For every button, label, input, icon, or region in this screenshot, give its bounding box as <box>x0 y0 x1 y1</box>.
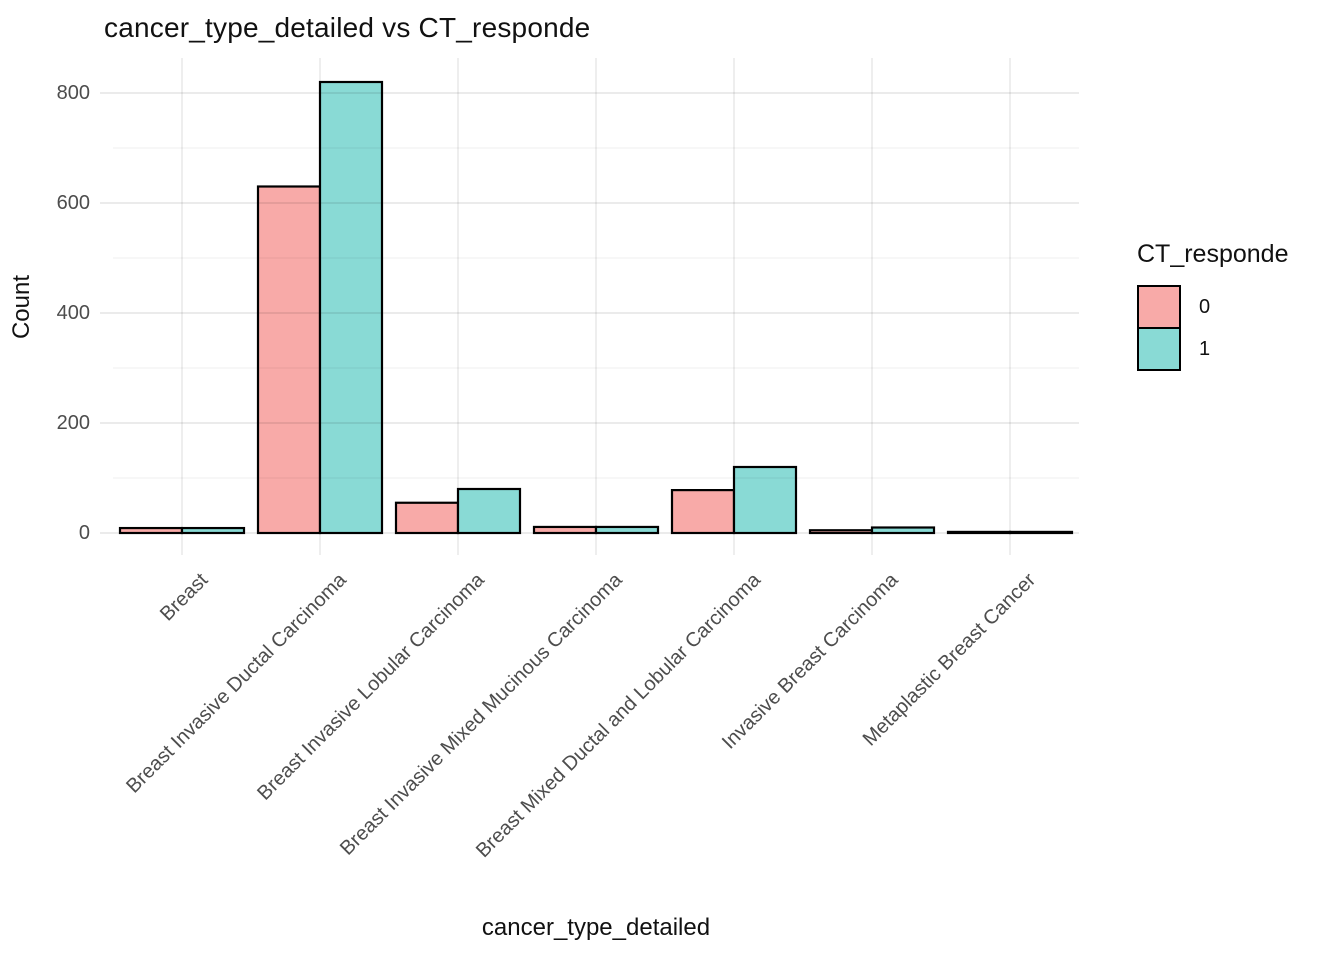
legend-item-0: 0 <box>1137 285 1288 329</box>
bar-1-0 <box>180 526 246 535</box>
x-axis-title: cancer_type_detailed <box>481 914 711 941</box>
bar-0-2 <box>394 501 460 535</box>
y-tick-label: 600 <box>56 192 90 214</box>
y-tick-label: 0 <box>78 522 90 544</box>
bar-0-1 <box>256 185 322 535</box>
legend-item-1: 1 <box>1137 327 1288 371</box>
legend-label: 0 <box>1199 295 1211 318</box>
chart-title: cancer_type_detailed vs CT_responde <box>104 12 591 43</box>
bar-1-5 <box>870 526 936 535</box>
legend-swatch-1 <box>1137 327 1181 371</box>
bar-1-6 <box>1008 530 1074 535</box>
legend-label: 1 <box>1199 337 1211 360</box>
bar-1-3 <box>594 525 660 535</box>
bar-0-4 <box>670 489 736 535</box>
bar-1-2 <box>456 487 522 535</box>
y-tick-label: 800 <box>56 82 90 104</box>
legend-swatch-0 <box>1137 285 1181 329</box>
y-tick-label: 200 <box>56 412 90 434</box>
bar-1-1 <box>318 80 384 535</box>
y-tick-label: 400 <box>56 302 90 324</box>
bar-1-4 <box>732 465 798 535</box>
legend: CT_responde 0 1 <box>1137 240 1288 371</box>
legend-title: CT_responde <box>1137 240 1289 268</box>
